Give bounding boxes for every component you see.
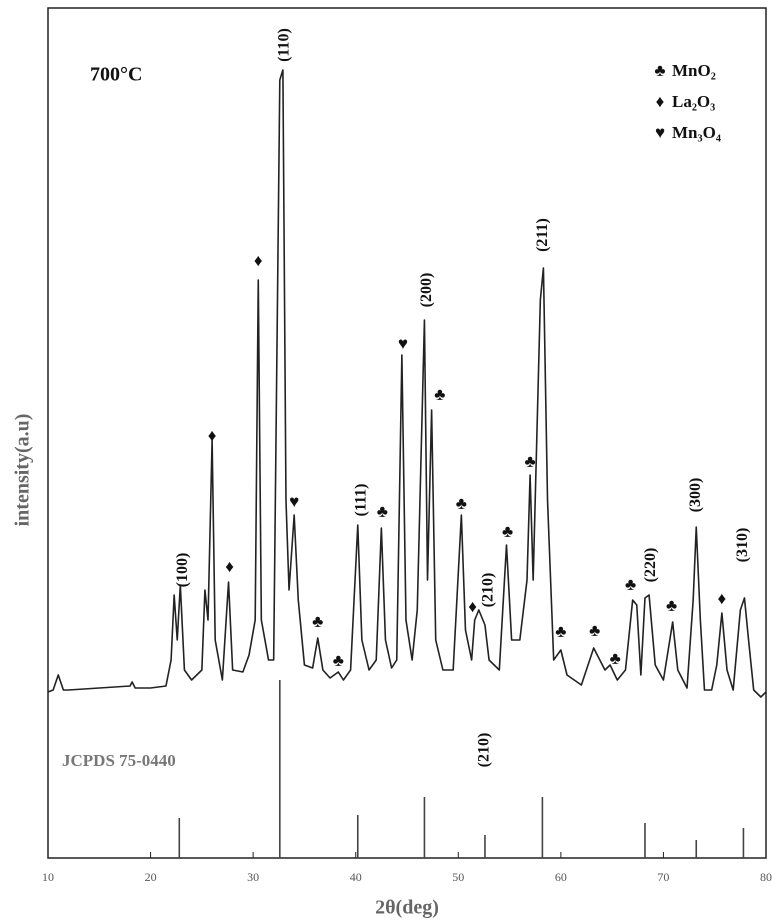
phase-marker: ♣ — [666, 596, 677, 615]
x-tick-label: 50 — [452, 870, 464, 884]
peak-label: (210) — [476, 733, 493, 768]
peak-label: (111) — [353, 484, 370, 517]
phase-marker: ♦ — [208, 426, 217, 445]
y-axis-label: intensity(a.u) — [12, 414, 34, 527]
phase-marker: ♦ — [254, 251, 263, 270]
peak-label: (100) — [174, 553, 191, 588]
phase-marker: ♥ — [289, 492, 299, 511]
reference-label: JCPDS 75-0440 — [62, 751, 176, 770]
legend-label: La₂O₃ — [672, 92, 715, 111]
phase-marker: ♣ — [502, 522, 513, 541]
phase-marker: ♣ — [625, 575, 636, 594]
peak-label: (300) — [687, 478, 704, 513]
legend-symbol: ♦ — [656, 92, 665, 111]
legend-symbol: ♥ — [655, 123, 665, 142]
sample-label: 700°C — [90, 64, 142, 86]
peak-label: (211) — [534, 218, 551, 252]
x-axis-label: 2θ(deg) — [375, 897, 439, 919]
phase-marker: ♣ — [555, 622, 566, 641]
phase-marker: ♦ — [718, 589, 727, 608]
peak-label: (210) — [480, 573, 497, 608]
phase-marker: ♣ — [434, 385, 445, 404]
phase-marker: ♣ — [312, 612, 323, 631]
phase-marker: ♣ — [456, 494, 467, 513]
legend-symbol: ♣ — [654, 61, 665, 80]
x-tick-label: 10 — [42, 870, 54, 884]
phase-marker: ♣ — [610, 649, 621, 668]
legend-label: Mn₃O₄ — [672, 123, 721, 142]
x-tick-label: 30 — [247, 870, 259, 884]
x-tick-label: 60 — [555, 870, 567, 884]
peak-label: (110) — [276, 28, 293, 62]
xrd-pattern — [47, 69, 767, 698]
x-tick-label: 40 — [350, 870, 362, 884]
phase-marker: ♣ — [377, 502, 388, 521]
phase-marker: ♥ — [398, 334, 408, 353]
x-tick-label: 80 — [760, 870, 772, 884]
x-tick-label: 20 — [145, 870, 157, 884]
phase-marker: ♣ — [333, 651, 344, 670]
phase-marker: ♣ — [589, 621, 600, 640]
phase-marker: ♣ — [525, 452, 536, 471]
peak-label: (310) — [734, 528, 751, 563]
x-tick-label: 70 — [657, 870, 669, 884]
peak-label: (200) — [418, 273, 435, 308]
phase-marker: ♦ — [225, 557, 234, 576]
peak-label: (220) — [642, 548, 659, 583]
legend-label: MnO₂ — [672, 61, 716, 80]
phase-marker: ♦ — [468, 597, 477, 616]
plot-frame — [47, 7, 767, 859]
